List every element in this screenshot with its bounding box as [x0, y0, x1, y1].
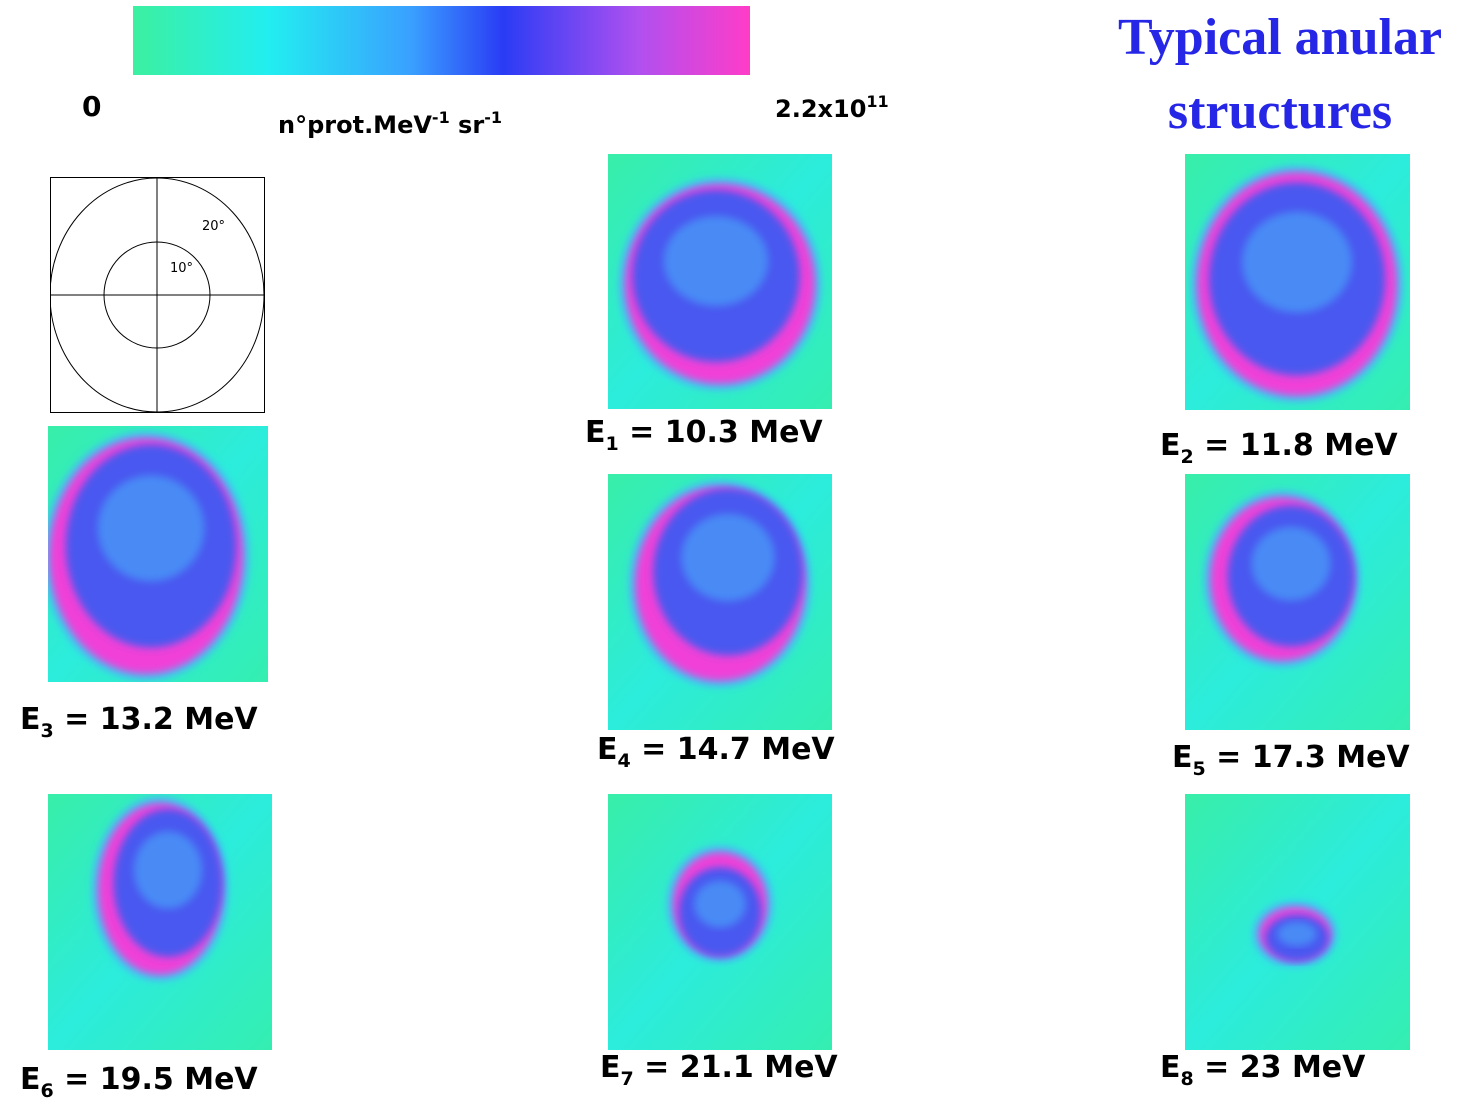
label-symbol: E: [20, 702, 41, 737]
label-rest: = 13.2 MeV: [54, 702, 258, 737]
energy-label: E3 = 13.2 MeV: [20, 702, 258, 742]
colorbar-max: 2.2x1011: [775, 92, 889, 123]
label-rest: = 23 MeV: [1194, 1050, 1366, 1085]
label-rest: = 14.7 MeV: [631, 732, 835, 767]
label-rest: = 11.8 MeV: [1194, 428, 1398, 463]
beam-image: [48, 426, 268, 682]
colorbar-min: 0: [82, 90, 101, 123]
core-center: [694, 881, 746, 928]
core-center: [98, 475, 205, 581]
unit-text: n°prot.MeV: [278, 111, 432, 139]
core-center: [681, 514, 775, 601]
label-rest: = 21.1 MeV: [634, 1050, 838, 1085]
energy-label: E8 = 23 MeV: [1160, 1050, 1365, 1090]
title-line: structures: [1070, 82, 1483, 141]
label-rest: = 19.5 MeV: [54, 1062, 258, 1097]
energy-label: E2 = 11.8 MeV: [1160, 428, 1398, 468]
label-symbol: E: [1160, 1050, 1181, 1085]
label-subscript: 2: [1181, 446, 1194, 468]
label-rest: = 10.3 MeV: [619, 415, 823, 450]
core-center: [664, 216, 769, 306]
label-subscript: 1: [606, 433, 619, 455]
label-symbol: E: [600, 1050, 621, 1085]
label-subscript: 5: [1193, 758, 1206, 780]
core-center: [134, 831, 202, 908]
reference-diagram: 20° 10°: [50, 177, 266, 414]
label-symbol: E: [1172, 740, 1193, 775]
label-subscript: 6: [41, 1080, 54, 1102]
colorbar: [133, 6, 750, 75]
energy-label: E1 = 10.3 MeV: [585, 415, 823, 455]
beam-image: [608, 794, 832, 1050]
core-center: [1251, 527, 1330, 601]
label-symbol: E: [585, 415, 606, 450]
label-subscript: 7: [621, 1068, 634, 1090]
max-text: 2.2x10: [775, 95, 866, 123]
angle-label: 20°: [202, 219, 225, 234]
beam-image: [1185, 794, 1410, 1050]
unit-text: sr: [450, 111, 484, 139]
energy-label: E4 = 14.7 MeV: [597, 732, 835, 772]
beam-image: [48, 794, 272, 1050]
max-exp: 11: [866, 92, 888, 111]
beam-image: [608, 154, 832, 409]
label-subscript: 4: [618, 750, 631, 772]
energy-label: E7 = 21.1 MeV: [600, 1050, 838, 1090]
unit-exp: -1: [484, 108, 502, 127]
title-line: Typical anular: [1070, 8, 1483, 67]
beam-image: [608, 474, 832, 730]
colorbar-unit: n°prot.MeV-1 sr-1: [278, 108, 502, 139]
label-symbol: E: [20, 1062, 41, 1097]
angle-label: 10°: [170, 261, 193, 276]
unit-exp: -1: [432, 108, 450, 127]
beam-image: [1185, 474, 1410, 730]
core-center: [1277, 922, 1317, 946]
label-subscript: 3: [41, 720, 54, 742]
energy-label: E6 = 19.5 MeV: [20, 1062, 258, 1102]
label-symbol: E: [1160, 428, 1181, 463]
page: 0 n°prot.MeV-1 sr-1 2.2x1011 Typical anu…: [0, 0, 1483, 1105]
core-center: [1242, 212, 1352, 313]
beam-image: [1185, 154, 1410, 410]
label-symbol: E: [597, 732, 618, 767]
label-subscript: 8: [1181, 1068, 1194, 1090]
label-rest: = 17.3 MeV: [1206, 740, 1410, 775]
energy-label: E5 = 17.3 MeV: [1172, 740, 1410, 780]
